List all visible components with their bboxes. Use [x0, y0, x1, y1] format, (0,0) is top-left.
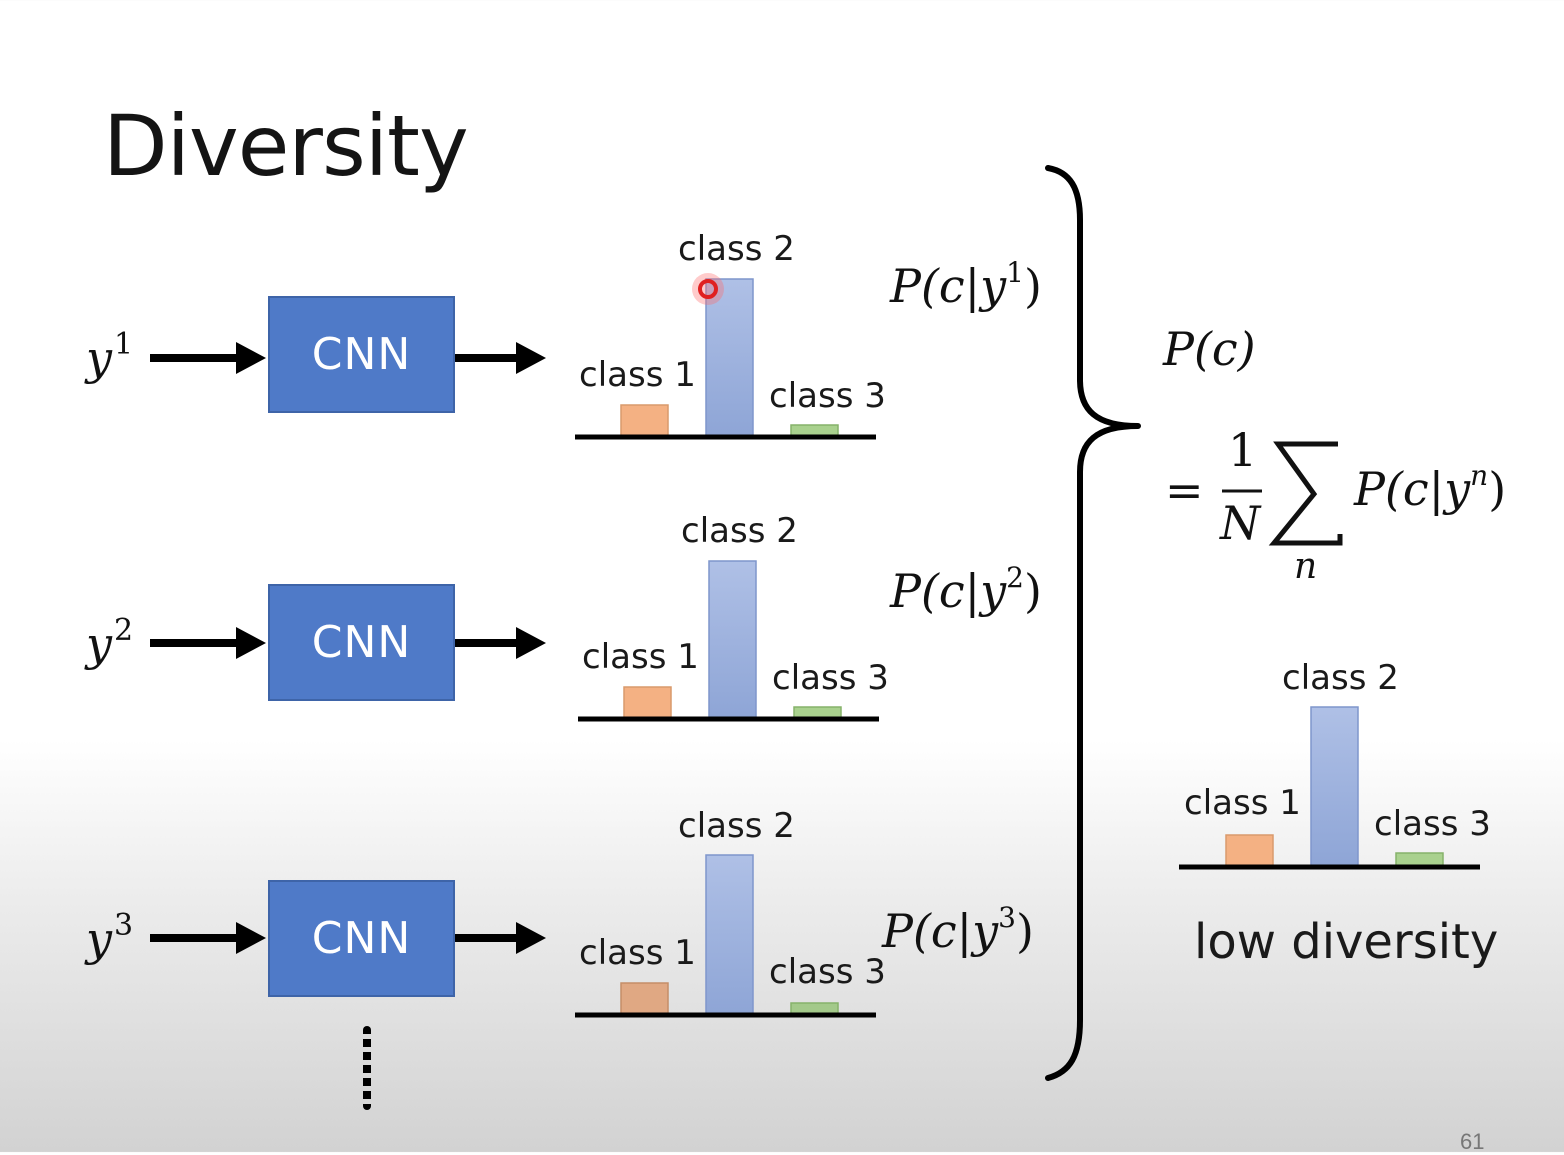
bar-class3-aggregate — [1395, 852, 1444, 867]
bar-class2-row3 — [705, 854, 754, 1015]
bar-class2-aggregate — [1310, 706, 1359, 867]
label-class2-row2: class 2 — [681, 511, 798, 551]
cnn-label-row1: CNN — [311, 329, 412, 380]
aggregate-lhs: P(c) — [1163, 322, 1256, 376]
bar-class1-aggregate — [1225, 834, 1274, 867]
label-class2-row1: class 2 — [678, 229, 795, 269]
label-class1-row2: class 1 — [582, 637, 699, 677]
bar-class2-row1 — [705, 278, 754, 437]
bar-class3-row2 — [793, 706, 842, 719]
label-class3-row2: class 3 — [772, 658, 889, 698]
bar-class1-row3 — [620, 982, 669, 1015]
prob-row1: P(c|y1) — [890, 256, 1042, 314]
cnn-box-row1: CNN — [268, 296, 455, 413]
fraction-numerator: 1 — [1228, 423, 1258, 477]
label-class1-row3: class 1 — [579, 933, 696, 973]
page-number: 61 — [1460, 1129, 1485, 1154]
label-class3-row1: class 3 — [769, 376, 886, 416]
input-y2: y2 — [86, 613, 134, 671]
label-class3-row3: class 3 — [769, 952, 886, 992]
curly-brace — [1045, 165, 1141, 1081]
bar-class2-row2 — [708, 560, 757, 719]
cnn-label-row2: CNN — [311, 617, 412, 668]
low-diversity-caption: low diversity — [1194, 914, 1499, 970]
arrow-input-row3 — [150, 922, 266, 954]
cnn-box-row2: CNN — [268, 584, 455, 701]
fraction-denominator: N — [1220, 496, 1261, 550]
cnn-box-row3: CNN — [268, 880, 455, 997]
input-y3: y3 — [86, 908, 134, 966]
arrow-input-row1 — [150, 342, 266, 374]
bar-class3-row3 — [790, 1002, 839, 1015]
cnn-label-row3: CNN — [311, 913, 412, 964]
prob-row2: P(c|y2) — [890, 561, 1042, 619]
bar-class3-row1 — [790, 424, 839, 437]
bar-class1-row1 — [620, 404, 669, 437]
equals-sign: = — [1165, 463, 1204, 517]
bar-class1-row2 — [623, 686, 672, 719]
input-y1: y1 — [86, 327, 134, 385]
arrow-input-row2 — [150, 627, 266, 659]
prob-row3: P(c|y3) — [882, 901, 1034, 959]
arrow-output-row2 — [455, 627, 546, 659]
more-inputs-ellipsis — [352, 1026, 382, 1120]
arrow-output-row3 — [455, 922, 546, 954]
pointer-marker — [692, 273, 724, 305]
label-class2-row3: class 2 — [678, 806, 795, 846]
label-class1-row1: class 1 — [579, 355, 696, 395]
slide-title: Diversity — [103, 97, 469, 195]
label-class1-aggregate: class 1 — [1184, 783, 1301, 823]
label-class3-aggregate: class 3 — [1374, 804, 1491, 844]
sum-index: n — [1294, 546, 1318, 587]
sum-symbol — [1268, 441, 1343, 546]
arrow-output-row1 — [455, 342, 546, 374]
sum-term: P(c|yn) — [1354, 459, 1507, 517]
label-class2-aggregate: class 2 — [1282, 658, 1399, 698]
